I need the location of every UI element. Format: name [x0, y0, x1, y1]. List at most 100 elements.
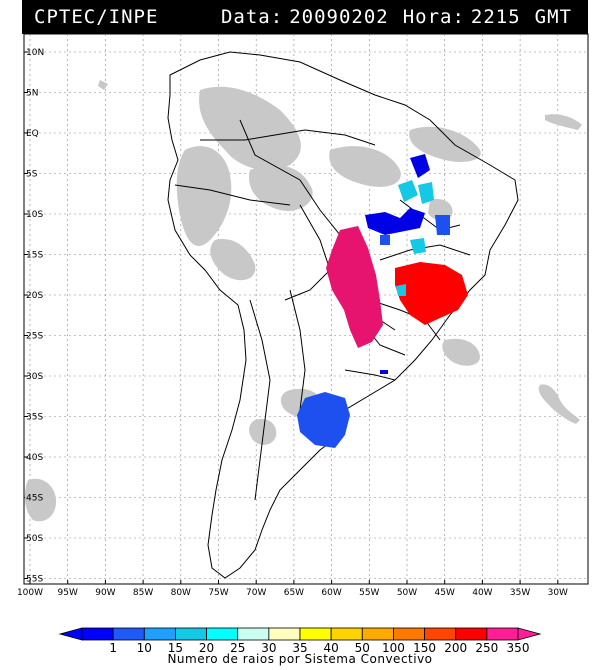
timezone: GMT [534, 6, 572, 28]
colorbar-segment [175, 627, 207, 641]
colorbar-label: 50 [355, 641, 370, 655]
colorbar-left-arrow [58, 627, 83, 641]
storm-cell-cyan [396, 284, 406, 296]
south-america-outline [167, 51, 519, 579]
colorbar-right-arrow [517, 627, 542, 641]
cloud-area [249, 165, 313, 211]
colorbar-segment [206, 627, 239, 641]
cloud-area [176, 146, 232, 246]
cloud-area [98, 80, 108, 90]
colorbar-segment [455, 627, 488, 641]
cloud-area [329, 146, 401, 187]
storm-cell-magenta [326, 226, 383, 348]
colorbar-label: 100 [382, 641, 405, 655]
colorbar-segment [81, 627, 114, 641]
colorbar-segment [361, 627, 394, 641]
colorbar-label: 200 [444, 641, 467, 655]
lon-label: 95W [58, 588, 78, 598]
lon-label: 100W [17, 588, 43, 598]
lon-label: 35W [510, 588, 530, 598]
title-bar: CPTEC/INPE Data: 20090202 Hora: 2215 GMT [22, 0, 588, 34]
lon-label: 30W [548, 588, 568, 598]
colorbar-caption: Numero de raios por Sistema Convectivo [167, 652, 433, 666]
colorbar-label: 20 [199, 641, 214, 655]
colorbar-label: 35 [292, 641, 307, 655]
colorbar-segment [393, 627, 425, 641]
lon-label: 85W [133, 588, 153, 598]
time-label: Hora: [402, 6, 465, 28]
storm-cell-red [395, 262, 468, 325]
storm-cell-blue [297, 392, 350, 448]
lon-label: 40W [472, 588, 492, 598]
lat-label: EQ [26, 129, 39, 139]
colorbar-label: 250 [475, 641, 498, 655]
cloud-area [538, 384, 580, 424]
lat-label: 50S [26, 534, 43, 544]
storm-cell-navy [410, 154, 430, 178]
lat-label: 5N [26, 89, 38, 99]
source-label: CPTEC/INPE [34, 6, 159, 28]
cloud-area [24, 478, 57, 522]
lat-label: 5S [26, 170, 38, 180]
colorbar-segment [112, 627, 145, 641]
lat-label: 10S [26, 210, 43, 220]
storm-cell-cyan [418, 182, 434, 204]
lat-label: 20S [26, 291, 43, 301]
lat-label: 30S [26, 372, 43, 382]
lon-label: 80W [171, 588, 191, 598]
lat-label: 25S [26, 332, 43, 342]
map-frame [23, 33, 589, 585]
lon-label: 65W [284, 588, 304, 598]
cloud-cover [24, 80, 582, 522]
lat-label: 15S [26, 251, 43, 261]
latitude-labels: 10N 5N EQ 5S 10S 15S 20S 25S 30S 35S 40S 45S 50S 55S [26, 48, 44, 585]
storm-cell-cyan [410, 238, 426, 254]
date-value: 20090202 [289, 6, 389, 28]
colorbar-label: 25 [230, 641, 245, 655]
colorbar-label: 150 [413, 641, 436, 655]
country-border [200, 129, 376, 146]
lon-label: 90W [95, 588, 115, 598]
longitude-labels: 100W 95W 90W 85W 80W 75W 70W 65W 60W 55W 50W 45W 40W… [17, 588, 568, 598]
colorbar-segment [299, 627, 332, 641]
date-label: Data: [220, 6, 284, 28]
lon-label: 55W [359, 588, 379, 598]
colorbar-label: 40 [324, 641, 339, 655]
storm-cell-navy [380, 370, 388, 374]
lat-label: 40S [26, 453, 43, 463]
colorbar: 1 10 15 20 25 30 35 40 50 100 150 200 250 350 [58, 627, 542, 655]
time-value: 2215 [470, 6, 521, 28]
datetime: Data: 20090202 Hora: 2215 GMT [207, 6, 572, 28]
colorbar-segment [237, 627, 270, 641]
colorbar-label: 350 [507, 641, 530, 655]
lat-label: 10N [26, 48, 44, 58]
colorbar-segment [268, 627, 301, 641]
lon-label: 45W [435, 588, 455, 598]
cloud-area [545, 114, 582, 130]
lon-label: 60W [321, 588, 341, 598]
lat-label: 35S [26, 413, 43, 423]
cloud-area [249, 418, 277, 445]
colorbar-segment [424, 627, 457, 641]
cloud-area [409, 126, 481, 162]
country-border [289, 289, 306, 411]
colorbar-label: 30 [261, 641, 276, 655]
lon-label: 70W [246, 588, 266, 598]
cloud-area [199, 86, 301, 170]
cloud-area [442, 338, 480, 366]
cloud-area [210, 239, 256, 281]
colorbar-segment [143, 627, 176, 641]
storm-cell-navy [365, 208, 425, 235]
country-border [174, 184, 291, 206]
lat-label: 45S [26, 494, 43, 504]
colorbar-label: 1 [109, 641, 117, 655]
colorbar-segment [486, 627, 519, 641]
storm-cell-blue [380, 235, 390, 245]
storm-cell-cyan [398, 180, 418, 202]
lon-label: 50W [397, 588, 417, 598]
country-border [344, 369, 396, 381]
lat-label: 55S [26, 575, 43, 585]
lon-label: 75W [208, 588, 228, 598]
storm-cell-blue [435, 215, 450, 235]
